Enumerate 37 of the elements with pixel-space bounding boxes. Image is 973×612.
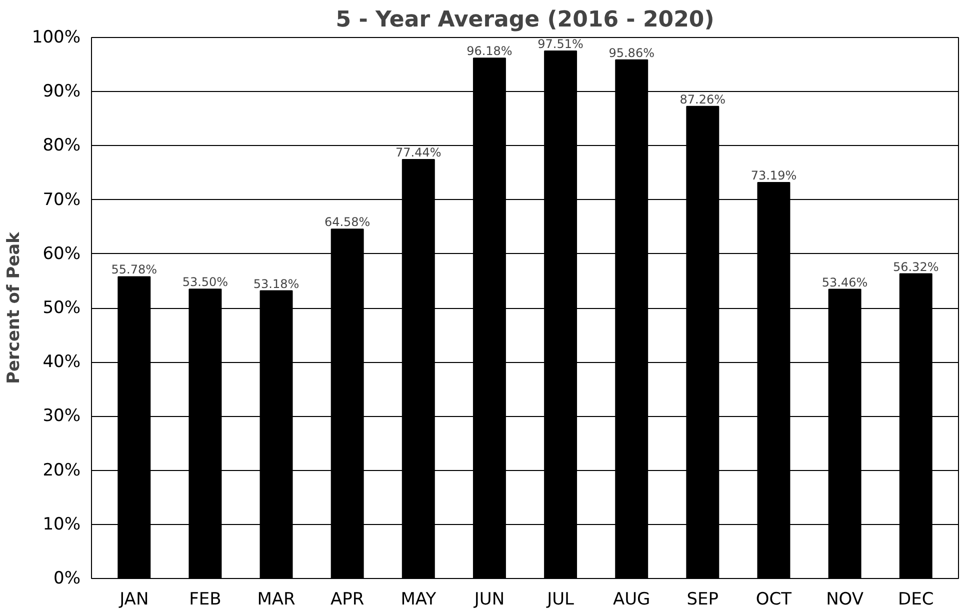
data-label: 96.18% [466, 44, 512, 58]
data-label: 97.51% [538, 36, 584, 51]
y-tick-label: 80% [42, 136, 81, 156]
data-label: 56.32% [892, 260, 939, 274]
y-tick-label: 100% [32, 28, 81, 48]
chart-title: 5 - Year Average (2016 - 2020) [336, 8, 714, 32]
y-tick-label: 20% [42, 460, 81, 480]
y-tick-label: 60% [42, 244, 81, 264]
y-tick-label: 90% [42, 82, 81, 102]
y-tick-label: 40% [42, 352, 81, 372]
data-label: 87.26% [680, 92, 726, 106]
x-tick-label: APR [330, 590, 364, 610]
data-label: 53.46% [822, 275, 868, 290]
x-tick-label: MAY [400, 590, 437, 610]
x-tick-label: SEP [686, 590, 719, 610]
y-tick-label: 50% [42, 298, 81, 318]
x-tick-label: JUN [473, 590, 505, 610]
y-tick-label: 30% [42, 406, 81, 426]
x-tick-label: FEB [189, 590, 222, 610]
x-tick-label: AUG [612, 590, 650, 610]
data-label: 53.50% [182, 275, 228, 290]
data-label: 64.58% [324, 215, 370, 230]
x-tick-label: JAN [118, 590, 149, 610]
data-label: 77.44% [396, 146, 442, 160]
y-tick-label: 70% [42, 190, 81, 210]
x-tick-label: JUL [546, 590, 575, 610]
y-tick-label: 10% [42, 514, 81, 534]
x-tick-label: DEC [898, 590, 934, 610]
x-tick-label: OCT [756, 590, 792, 610]
y-axis-title: Percent of Peak [4, 231, 24, 384]
data-label: 73.19% [750, 168, 797, 183]
data-label: 95.86% [608, 46, 654, 60]
x-tick-label: NOV [826, 590, 864, 610]
y-tick-label: 0% [54, 568, 81, 588]
data-label: 53.18% [253, 276, 300, 291]
x-tick-label: MAR [257, 590, 296, 610]
data-label: 55.78% [111, 262, 158, 277]
